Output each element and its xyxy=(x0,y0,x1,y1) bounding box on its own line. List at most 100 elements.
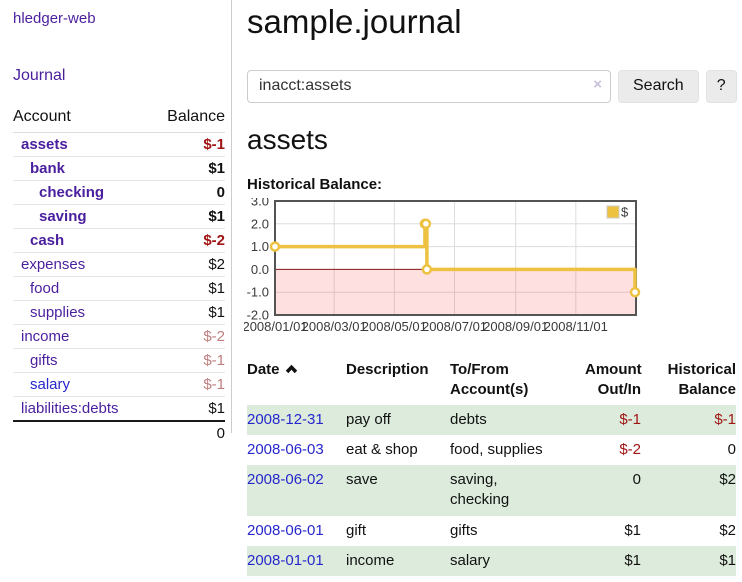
account-link-salary[interactable]: salary xyxy=(30,376,71,393)
transaction-accounts: gifts xyxy=(450,521,478,539)
transaction-accounts: food, supplies xyxy=(450,440,543,458)
transactions-header-row: Date Description To/From Account(s) Amou… xyxy=(247,358,736,405)
transaction-row: 2008-01-01 income salary $1 $1 xyxy=(247,545,736,577)
page-title: sample.journal xyxy=(247,3,462,40)
svg-text:-2.0: -2.0 xyxy=(247,308,269,323)
account-balance: $1 xyxy=(208,280,225,297)
svg-text:$: $ xyxy=(621,205,629,220)
sidebar: hledger-web Journal Account Balance asse… xyxy=(0,0,232,445)
chart-title: Historical Balance: xyxy=(247,176,383,194)
sidebar-item-journal[interactable]: Journal xyxy=(13,67,66,84)
account-balance: $2 xyxy=(208,256,225,273)
transaction-date-link[interactable]: 2008-06-01 xyxy=(247,521,324,539)
account-link-saving[interactable]: saving xyxy=(39,208,87,225)
accounts-total-value: 0 xyxy=(13,420,225,445)
account-row: supplies $1 xyxy=(13,301,225,325)
account-balance: $1 xyxy=(208,160,225,177)
transaction-amount: 0 xyxy=(632,471,641,489)
transaction-accounts: debts xyxy=(450,410,487,428)
account-row: bank $1 xyxy=(13,157,225,181)
transaction-amount: $-1 xyxy=(619,410,641,428)
account-balance: $1 xyxy=(208,304,225,321)
transaction-description: pay off xyxy=(346,410,391,428)
transaction-amount: $1 xyxy=(624,521,641,539)
svg-text:2008/11/01: 2008/11/01 xyxy=(544,319,608,334)
svg-text:2008/09/01: 2008/09/01 xyxy=(483,319,548,334)
transaction-row: 2008-06-02 save saving, checking 0 $2 xyxy=(247,465,736,516)
transaction-date-link[interactable]: 2008-12-31 xyxy=(247,410,324,428)
transactions-table: Date Description To/From Account(s) Amou… xyxy=(247,358,736,577)
svg-text:1.0: 1.0 xyxy=(251,239,269,254)
transaction-balance: $1 xyxy=(719,551,736,569)
svg-text:2008/07/01: 2008/07/01 xyxy=(422,319,487,334)
account-link-supplies[interactable]: supplies xyxy=(30,304,86,321)
search-input[interactable] xyxy=(247,69,611,103)
account-row: income $-2 xyxy=(13,325,225,349)
account-link-bank[interactable]: bank xyxy=(30,160,66,177)
account-heading: assets xyxy=(247,123,328,155)
transaction-date-link[interactable]: 2008-06-02 xyxy=(247,471,324,489)
account-link-food[interactable]: food xyxy=(30,280,60,297)
transaction-description: gift xyxy=(346,521,367,539)
transaction-amount: $-2 xyxy=(619,440,641,458)
svg-text:-1.0: -1.0 xyxy=(247,285,269,300)
main-content: sample.journal × Search ? assets Histori… xyxy=(232,0,742,577)
header-description: Description xyxy=(346,361,429,379)
account-link-expenses[interactable]: expenses xyxy=(21,256,86,273)
transaction-balance: 0 xyxy=(727,440,736,458)
account-balance: $1 xyxy=(208,400,225,417)
transaction-date-link[interactable]: 2008-06-03 xyxy=(247,440,324,458)
header-date[interactable]: Date xyxy=(247,358,346,405)
accounts-header-balance: Balance xyxy=(141,105,225,133)
account-balance: $-2 xyxy=(203,328,225,345)
brand-link[interactable]: hledger-web xyxy=(13,10,96,27)
svg-text:3.0: 3.0 xyxy=(251,198,269,209)
header-balance: Historical Balance xyxy=(667,361,736,399)
transaction-row: 2008-06-03 eat & shop food, supplies $-2 0 xyxy=(247,435,736,465)
account-link-liabilities-debts[interactable]: liabilities:debts xyxy=(21,400,119,417)
transaction-description: income xyxy=(346,551,395,569)
account-balance: $-2 xyxy=(203,232,225,249)
transaction-amount: $1 xyxy=(624,551,641,569)
account-balance: 0 xyxy=(216,184,225,201)
account-link-gifts[interactable]: gifts xyxy=(30,352,58,369)
svg-text:2008/01/01: 2008/01/01 xyxy=(244,319,308,334)
account-row: cash $-2 xyxy=(13,229,225,253)
account-row: assets $-1 xyxy=(13,133,225,157)
account-row: food $1 xyxy=(13,277,225,301)
account-balance: $-1 xyxy=(203,376,225,393)
header-amount: Amount Out/In xyxy=(585,361,642,399)
accounts-total-row: 0 xyxy=(13,420,225,445)
transaction-row: 2008-12-31 pay off debts $-1 $-1 xyxy=(247,404,736,435)
transaction-description: save xyxy=(346,471,378,489)
account-link-checking[interactable]: checking xyxy=(39,184,105,201)
header-accounts: To/From Account(s) xyxy=(450,361,529,399)
transaction-accounts: saving, checking xyxy=(450,471,510,509)
account-balance: $-1 xyxy=(203,136,225,153)
sort-ascending-icon xyxy=(285,364,297,374)
account-link-assets[interactable]: assets xyxy=(21,136,68,153)
search-button[interactable]: Search xyxy=(618,69,699,103)
account-row: saving $1 xyxy=(13,205,225,229)
transaction-description: eat & shop xyxy=(346,440,418,458)
account-row: checking 0 xyxy=(13,181,225,205)
account-link-income[interactable]: income xyxy=(21,328,70,345)
search-box: × xyxy=(247,69,611,103)
svg-text:2.0: 2.0 xyxy=(251,216,269,231)
svg-text:0.0: 0.0 xyxy=(251,262,269,277)
accounts-table: Account Balance assets $-1 bank $1 checking 0… xyxy=(13,105,225,445)
help-button[interactable]: ? xyxy=(705,69,737,103)
accounts-header-account: Account xyxy=(13,105,141,133)
transaction-accounts: salary xyxy=(450,551,491,569)
transaction-row: 2008-06-01 gift gifts $1 $2 xyxy=(247,516,736,546)
account-link-cash[interactable]: cash xyxy=(30,232,65,249)
search-bar: × Search ? xyxy=(247,69,742,103)
transaction-balance: $2 xyxy=(719,471,736,489)
account-row: gifts $-1 xyxy=(13,349,225,373)
clear-search-icon[interactable]: × xyxy=(593,75,602,93)
transaction-balance: $2 xyxy=(719,521,736,539)
account-row: salary $-1 xyxy=(13,373,225,397)
transaction-date-link[interactable]: 2008-01-01 xyxy=(247,551,324,569)
transaction-balance: $-1 xyxy=(714,410,736,428)
